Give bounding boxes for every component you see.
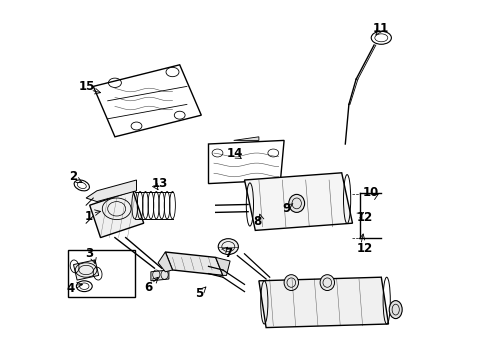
Polygon shape <box>258 277 387 328</box>
Polygon shape <box>151 270 168 281</box>
Polygon shape <box>86 180 136 202</box>
Ellipse shape <box>388 301 401 319</box>
Polygon shape <box>165 252 223 275</box>
Polygon shape <box>73 260 99 280</box>
Text: 7: 7 <box>224 247 232 260</box>
Polygon shape <box>233 137 258 140</box>
Text: 2: 2 <box>69 170 78 183</box>
Text: 10: 10 <box>363 186 379 199</box>
Polygon shape <box>89 191 143 238</box>
Ellipse shape <box>284 275 298 291</box>
Text: 15: 15 <box>79 80 95 93</box>
Polygon shape <box>244 173 352 230</box>
Text: 6: 6 <box>143 281 152 294</box>
Polygon shape <box>93 65 201 137</box>
Text: 4: 4 <box>67 282 75 295</box>
Text: 12: 12 <box>356 242 372 255</box>
Text: 8: 8 <box>252 215 261 228</box>
Polygon shape <box>158 252 172 272</box>
Text: 3: 3 <box>85 247 94 260</box>
Text: 1: 1 <box>85 210 93 223</box>
Text: 11: 11 <box>372 22 388 35</box>
Ellipse shape <box>218 239 238 255</box>
Text: 13: 13 <box>151 177 168 190</box>
Polygon shape <box>208 140 284 184</box>
Text: 12: 12 <box>356 211 372 224</box>
Bar <box>68 250 134 297</box>
Text: 9: 9 <box>282 202 290 215</box>
Text: 5: 5 <box>195 287 203 300</box>
Ellipse shape <box>320 275 334 291</box>
Polygon shape <box>215 257 230 275</box>
Text: 14: 14 <box>226 147 242 159</box>
Ellipse shape <box>288 194 304 212</box>
